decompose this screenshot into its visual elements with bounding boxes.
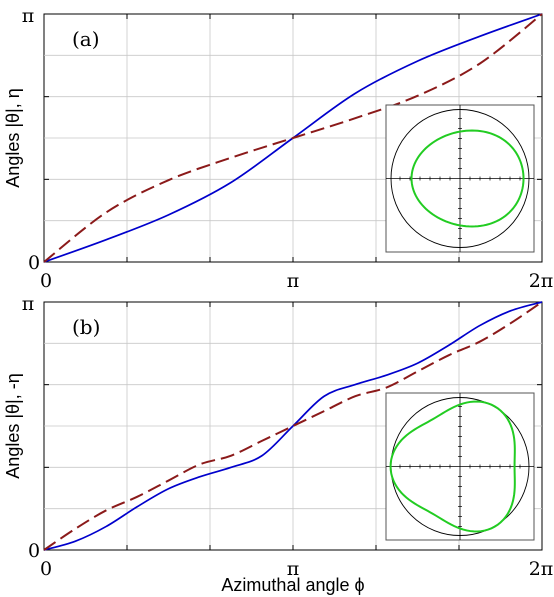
panel-a: (a) π 0 0 π 2π Angles |θ|, η [3, 5, 553, 292]
panel-b: (b) π 0 0 π 2π Angles |θ|, -η Azimuthal … [3, 293, 553, 595]
panel-label: (a) [72, 27, 100, 51]
x-tick-label-pi: π [287, 558, 300, 580]
y-tick-label-top: π [22, 293, 35, 315]
x-tick-label-2pi: 2π [529, 558, 554, 580]
x-tick-label-pi: π [287, 270, 300, 292]
y-tick-label-bottom: 0 [28, 252, 40, 274]
series-group [43, 13, 543, 263]
inset-plot [385, 392, 535, 541]
inset-plot [385, 104, 535, 253]
series-line-solid [43, 301, 543, 551]
x-tick-label-2pi: 2π [529, 270, 554, 292]
y-axis-label: Angles |θ|, -η [3, 373, 23, 478]
x-axis-label: Azimuthal angle ϕ [221, 575, 364, 595]
series-line-dashed [43, 301, 543, 551]
y-tick-label-bottom: 0 [28, 540, 40, 562]
inset-green-curve [389, 400, 516, 533]
series-line-dashed [43, 13, 543, 263]
y-tick-label-top: π [22, 5, 35, 27]
inset-green-curve [410, 129, 525, 228]
panel-label: (b) [72, 315, 100, 339]
series-group [43, 301, 543, 551]
grid [44, 14, 542, 262]
inset-outer-circle [390, 109, 530, 248]
x-tick-label-0: 0 [40, 270, 52, 292]
y-axis-label: Angles |θ|, η [3, 88, 23, 187]
x-tick-label-0: 0 [40, 558, 52, 580]
